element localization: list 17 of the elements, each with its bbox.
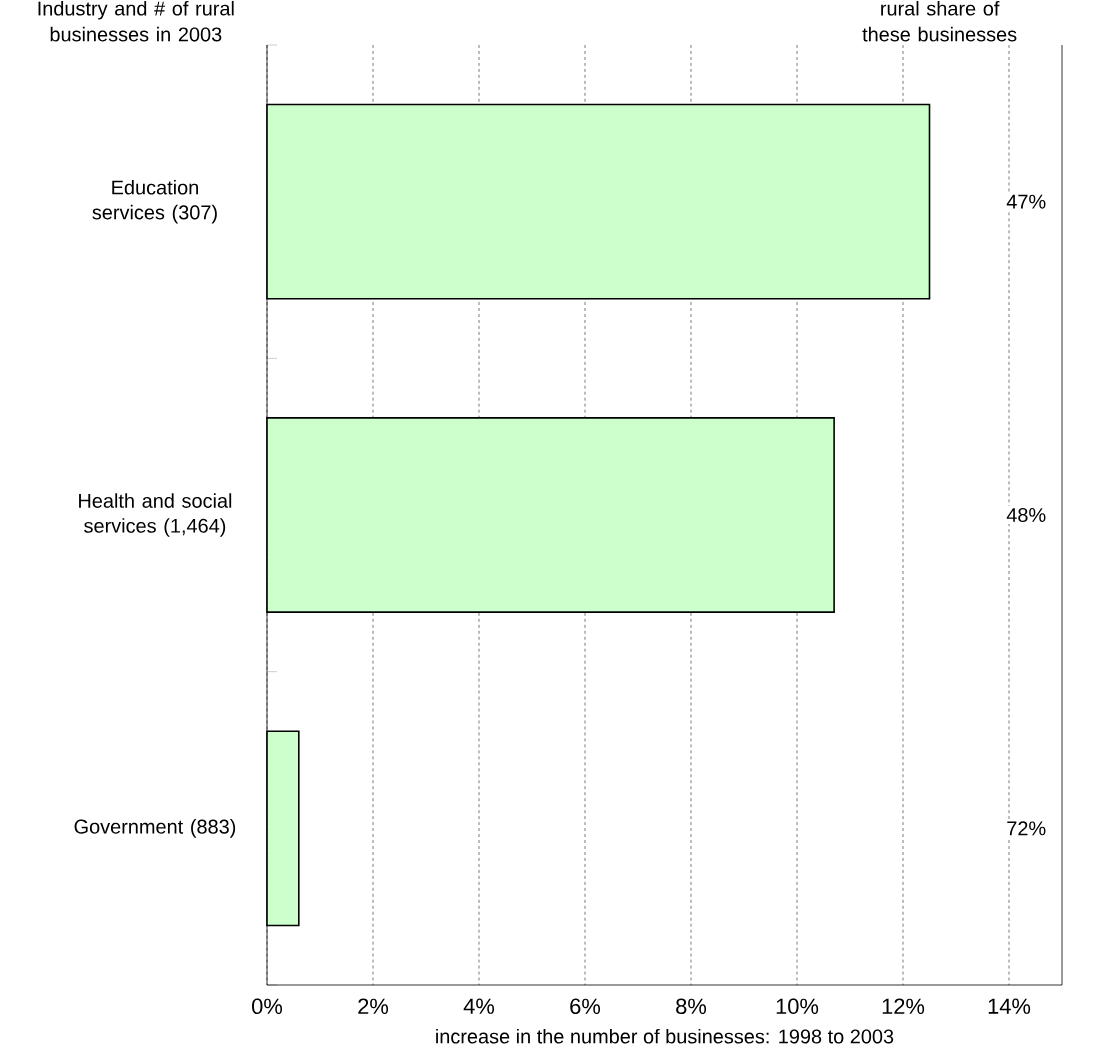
y-tick-label: Health and social services (1,464) [79,493,232,537]
y-tick-label: Education services (307) [92,179,217,224]
x-tick-label: 14% [988,998,1031,1014]
x-tick-label: 8% [676,998,707,1015]
text: rural share of these businesses [862,0,1017,42]
x-tick-label: 12% [882,998,925,1014]
x-tick-label: 4% [463,998,495,1014]
annotation: 72% [1007,821,1046,836]
x-tick-label: 2% [358,998,389,1014]
x-tick-label: 6% [570,998,601,1015]
x-tick-label: 10% [776,998,819,1015]
annotation: 47% [1006,194,1046,209]
annotation: 48% [1006,507,1046,523]
y-tick-label: Government (883) [74,819,236,838]
x-tick-label: 0% [252,998,283,1015]
x-axis-title: increase in the number of businesses: 1998 to 2003 [436,1028,894,1044]
y-axis-title: Industry and # of rural businesses in 2003 [38,0,234,42]
